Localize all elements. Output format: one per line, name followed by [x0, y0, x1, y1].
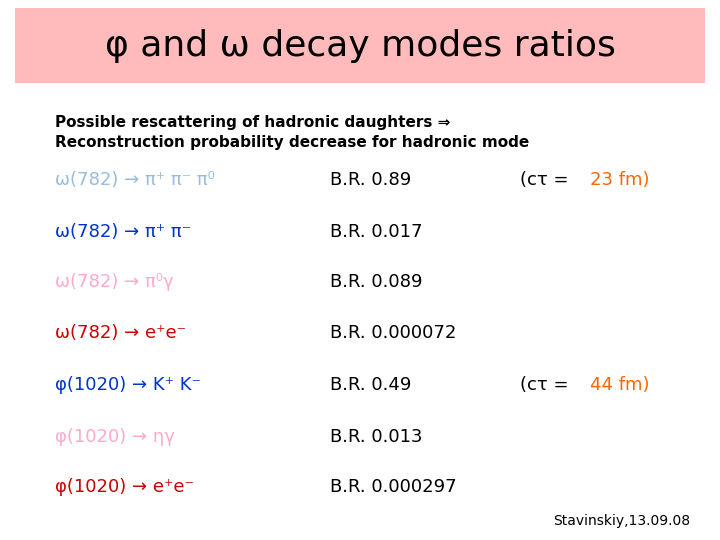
- Text: B.R. 0.49: B.R. 0.49: [330, 376, 411, 394]
- Text: ω(782) → e⁺e⁻: ω(782) → e⁺e⁻: [55, 324, 186, 342]
- Text: (cτ =: (cτ =: [520, 171, 575, 189]
- Text: B.R. 0.89: B.R. 0.89: [330, 171, 411, 189]
- Text: 44 fm): 44 fm): [590, 376, 649, 394]
- Text: Possible rescattering of hadronic daughters ⇒: Possible rescattering of hadronic daught…: [55, 114, 451, 130]
- Text: (cτ =: (cτ =: [520, 376, 575, 394]
- Bar: [15, 8, 705, 83]
- Text: φ(1020) → ηγ: φ(1020) → ηγ: [55, 428, 175, 446]
- Text: B.R. 0.013: B.R. 0.013: [330, 428, 423, 446]
- Text: B.R. 0.017: B.R. 0.017: [330, 223, 423, 241]
- Text: B.R. 0.000297: B.R. 0.000297: [330, 478, 456, 496]
- Text: φ(1020) → K⁺ K⁻: φ(1020) → K⁺ K⁻: [55, 376, 201, 394]
- Text: ω(782) → π⁺ π⁻ π⁰: ω(782) → π⁺ π⁻ π⁰: [55, 171, 215, 189]
- Text: 23 fm): 23 fm): [590, 171, 649, 189]
- Text: φ(1020) → e⁺e⁻: φ(1020) → e⁺e⁻: [55, 478, 194, 496]
- Text: B.R. 0.000072: B.R. 0.000072: [330, 324, 456, 342]
- Text: ω(782) → π⁰γ: ω(782) → π⁰γ: [55, 273, 174, 291]
- Text: ω(782) → π⁺ π⁻: ω(782) → π⁺ π⁻: [55, 223, 191, 241]
- Text: Stavinskiy,13.09.08: Stavinskiy,13.09.08: [553, 514, 690, 528]
- Text: Reconstruction probability decrease for hadronic mode: Reconstruction probability decrease for …: [55, 134, 529, 150]
- Text: φ and ω decay modes ratios: φ and ω decay modes ratios: [104, 29, 616, 63]
- Text: B.R. 0.089: B.R. 0.089: [330, 273, 423, 291]
